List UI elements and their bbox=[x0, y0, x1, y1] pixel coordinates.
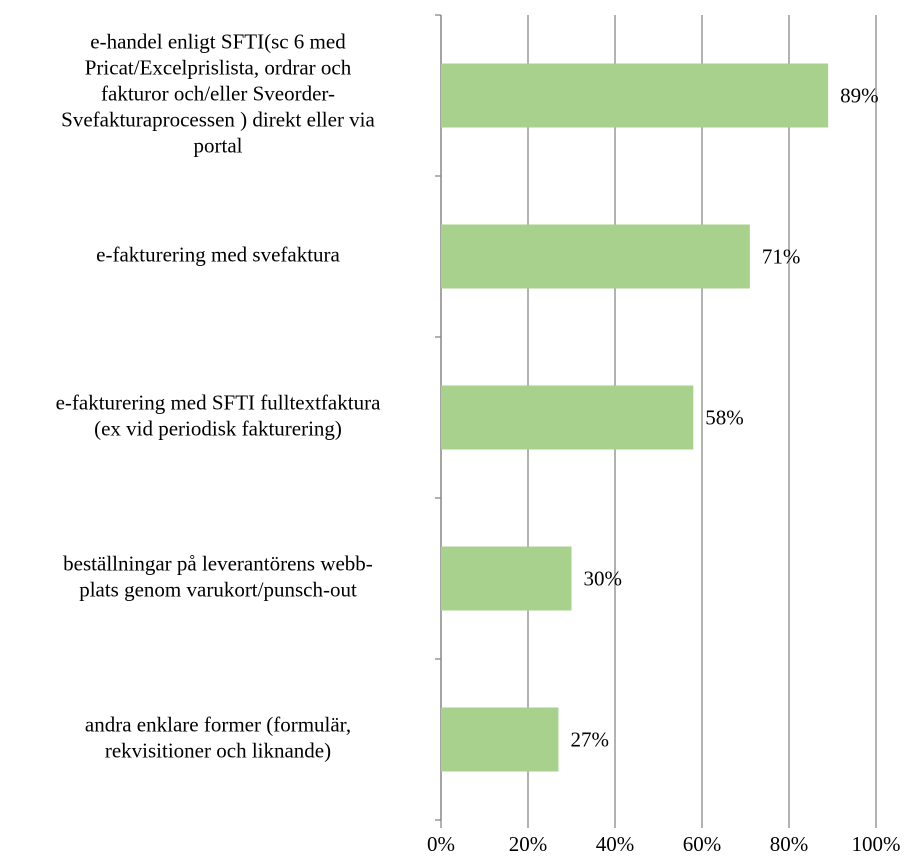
y-tick-label-line: Pricat/Excelprislista, ordrar och bbox=[85, 55, 352, 79]
y-tick-label-line: e-fakturering med svefaktura bbox=[96, 242, 340, 266]
y-tick-label-line: andra enklare former (formulär, bbox=[85, 712, 351, 736]
y-tick-label: e-fakturering med SFTI fulltextfaktura (e… bbox=[56, 390, 381, 440]
bar bbox=[441, 385, 694, 450]
y-tick-label: e-fakturering med svefaktura bbox=[96, 242, 340, 266]
x-tick-label: 100% bbox=[852, 832, 901, 856]
y-tick-label-line: e-fakturering med SFTI fulltextfaktura bbox=[56, 390, 381, 414]
x-tick-label: 40% bbox=[596, 832, 635, 856]
y-tick-label-line: e-handel enligt SFTI(sc 6 med bbox=[90, 29, 346, 53]
y-tick-label-line: Svefakturaprocessen ) direkt eller via bbox=[61, 107, 375, 131]
y-tick-label: beställningar på leverantörens webb-plat… bbox=[63, 551, 373, 601]
y-tick-label: andra enklare former (formulär, rekvisiti… bbox=[85, 712, 351, 762]
y-tick-label: e-handel enligt SFTI(sc 6 med Pricat/Exce… bbox=[61, 29, 375, 157]
x-tick-label: 0% bbox=[427, 832, 455, 856]
bar bbox=[441, 224, 750, 289]
x-tick-label: 60% bbox=[683, 832, 722, 856]
y-tick-label-line: fakturor och/eller Sveorder- bbox=[101, 81, 335, 105]
data-label: 30% bbox=[584, 566, 623, 590]
data-label: 89% bbox=[840, 83, 879, 107]
y-tick-label-line: plats genom varukort/punsch-out bbox=[79, 577, 357, 601]
data-label: 27% bbox=[570, 727, 609, 751]
data-label: 71% bbox=[762, 244, 801, 268]
bar bbox=[441, 707, 559, 772]
y-tick-label-line: rekvisitioner och liknande) bbox=[105, 738, 331, 762]
y-tick-label-line: beställningar på leverantörens webb- bbox=[63, 551, 373, 575]
bar bbox=[441, 63, 829, 128]
bar bbox=[441, 546, 572, 611]
y-tick-label-line: portal bbox=[194, 133, 243, 157]
data-label: 58% bbox=[705, 405, 744, 429]
x-tick-label: 80% bbox=[770, 832, 809, 856]
y-tick-label-line: (ex vid periodisk fakturering) bbox=[94, 416, 342, 440]
x-tick-label: 20% bbox=[509, 832, 548, 856]
